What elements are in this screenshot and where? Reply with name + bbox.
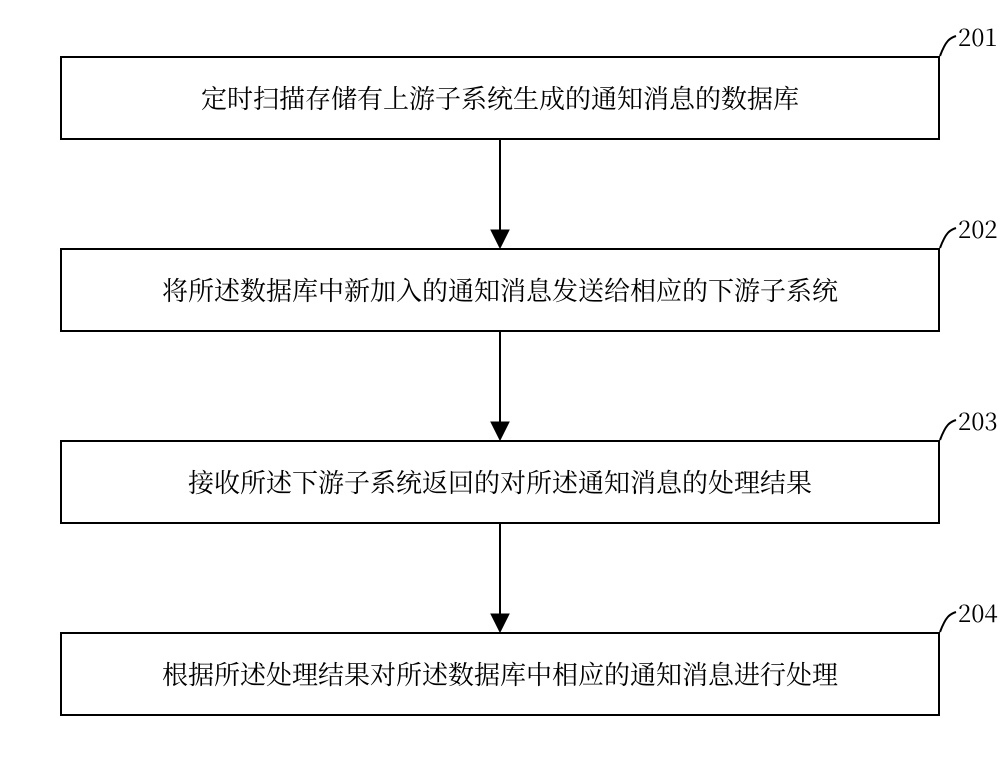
arrow-3	[491, 524, 509, 632]
callout-4	[940, 612, 956, 632]
flow-node-1: 定时扫描存储有上游子系统生成的通知消息的数据库	[60, 56, 940, 140]
flow-node-2-text: 将所述数据库中新加入的通知消息发送给相应的下游子系统	[162, 273, 838, 307]
flow-node-3: 接收所述下游子系统返回的对所述通知消息的处理结果	[60, 440, 940, 524]
flow-node-1-label: 201	[958, 18, 998, 53]
flow-node-3-text: 接收所述下游子系统返回的对所述通知消息的处理结果	[188, 465, 812, 499]
callout-1	[940, 36, 956, 56]
flow-node-2-label: 202	[958, 210, 998, 245]
flow-node-3-label: 203	[958, 402, 998, 437]
arrow-2	[491, 332, 509, 440]
callout-curves	[940, 36, 956, 632]
callout-2	[940, 228, 956, 248]
callout-3	[940, 420, 956, 440]
flow-node-2: 将所述数据库中新加入的通知消息发送给相应的下游子系统	[60, 248, 940, 332]
flow-node-4-text: 根据所述处理结果对所述数据库中相应的通知消息进行处理	[162, 657, 838, 691]
flow-node-4-label: 204	[958, 594, 998, 629]
arrow-1	[491, 140, 509, 248]
flow-node-1-text: 定时扫描存储有上游子系统生成的通知消息的数据库	[201, 81, 799, 115]
flowchart-canvas: 定时扫描存储有上游子系统生成的通知消息的数据库 201 将所述数据库中新加入的通…	[0, 0, 1000, 766]
flow-node-4: 根据所述处理结果对所述数据库中相应的通知消息进行处理	[60, 632, 940, 716]
